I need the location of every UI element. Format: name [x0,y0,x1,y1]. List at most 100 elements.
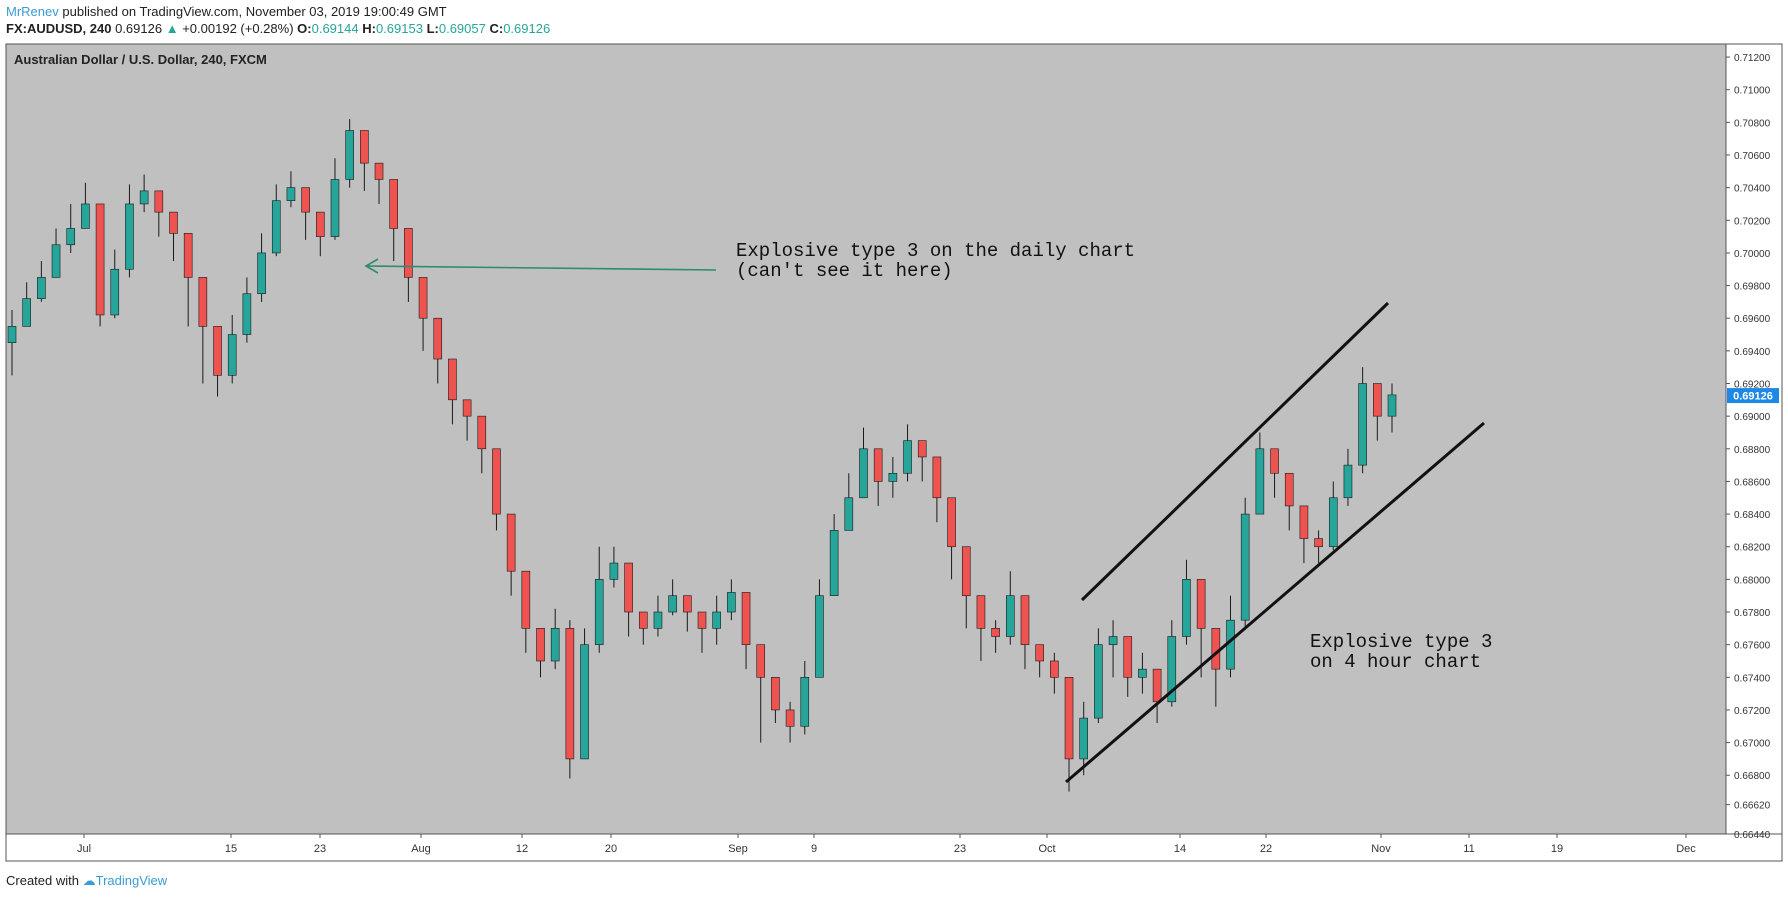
time-axis[interactable] [5,833,1783,862]
candle[interactable] [110,249,120,319]
candle[interactable] [506,513,516,596]
candle[interactable] [227,314,237,384]
candle[interactable] [668,579,677,616]
candle[interactable] [565,620,575,779]
candle[interactable] [638,611,648,645]
candle[interactable] [183,233,193,327]
candle[interactable] [95,203,105,327]
candle[interactable] [286,171,296,208]
candle[interactable] [7,310,17,376]
candle[interactable] [1182,559,1191,645]
candle[interactable] [903,424,912,482]
candle[interactable] [1020,595,1030,670]
candle[interactable] [829,514,839,596]
candle[interactable] [1050,652,1059,694]
candle[interactable] [521,570,531,653]
candle[interactable] [404,228,413,302]
candle[interactable] [360,130,369,191]
candle[interactable] [1196,579,1206,678]
candle[interactable] [1094,628,1103,724]
candle[interactable] [1240,497,1250,629]
candle[interactable] [1035,644,1044,678]
candle[interactable] [169,211,178,262]
candle[interactable] [257,233,266,302]
candle[interactable] [550,608,560,670]
candle[interactable] [991,620,1000,653]
lower-channel-line[interactable] [1065,421,1485,784]
candle[interactable] [1328,481,1338,550]
candle[interactable] [492,448,501,531]
candle[interactable] [815,579,824,678]
candle[interactable] [1123,636,1133,697]
candle[interactable] [785,701,795,743]
candle[interactable] [947,497,956,580]
candle[interactable] [683,595,692,632]
candle[interactable] [536,628,545,678]
plot-area[interactable] [5,43,1727,835]
candle[interactable] [624,562,633,637]
candle[interactable] [594,546,604,653]
price-axis[interactable] [1725,43,1783,835]
candle[interactable] [418,277,428,351]
candle[interactable] [1270,448,1279,498]
candle[interactable] [1314,530,1323,564]
candle[interactable] [315,211,325,257]
annotation-arrow-shaft[interactable] [365,265,717,271]
candle[interactable] [198,277,208,384]
candle[interactable] [727,579,736,621]
candle[interactable] [81,182,90,229]
candle[interactable] [653,595,663,637]
author-link[interactable]: MrRenev [6,4,59,19]
candle[interactable] [1299,505,1309,564]
candle[interactable] [873,448,883,506]
candle[interactable] [345,119,354,188]
candle[interactable] [330,158,340,240]
candle[interactable] [756,644,766,743]
candle[interactable] [697,611,707,653]
candle[interactable] [448,358,457,425]
candle[interactable] [961,546,971,629]
candle[interactable] [1358,367,1367,474]
candle[interactable] [976,595,986,661]
candle[interactable] [477,415,487,474]
upper-channel-line[interactable] [1080,301,1390,602]
candle[interactable] [213,326,222,397]
candle[interactable] [1343,448,1353,506]
candle[interactable] [22,282,31,327]
candle[interactable] [462,399,472,441]
candle[interactable] [66,203,76,253]
candle[interactable] [242,277,252,343]
candle[interactable] [741,592,751,670]
candle[interactable] [859,427,868,499]
candle[interactable] [932,456,942,523]
candle[interactable] [1284,472,1294,531]
candle[interactable] [580,628,589,760]
candle[interactable] [1079,701,1089,776]
annotation-daily[interactable]: Explosive type 3 on the daily chart (can… [736,240,1146,282]
candle[interactable] [301,187,310,240]
candle[interactable] [374,162,384,204]
candle[interactable] [888,456,898,498]
candle[interactable] [917,440,927,482]
candle[interactable] [771,677,780,724]
candle[interactable] [37,261,46,302]
tradingview-brand-link[interactable]: TradingView [95,873,168,888]
candle[interactable] [844,473,854,531]
candle[interactable] [433,317,443,384]
candle[interactable] [1005,571,1015,645]
candle[interactable] [389,179,399,262]
candle[interactable] [1108,620,1118,678]
candle[interactable] [125,184,134,278]
annotation-4h[interactable]: Explosive type 3 on 4 hour chart [1310,631,1504,673]
candle[interactable] [1387,383,1397,433]
candle[interactable] [609,546,619,588]
candle[interactable] [154,190,164,237]
candle[interactable] [1138,652,1147,694]
candle[interactable] [1064,677,1074,792]
candle[interactable] [1255,432,1265,515]
candle[interactable] [712,595,721,645]
candle[interactable] [800,660,810,735]
candle[interactable] [271,184,281,257]
candle[interactable] [139,174,149,213]
